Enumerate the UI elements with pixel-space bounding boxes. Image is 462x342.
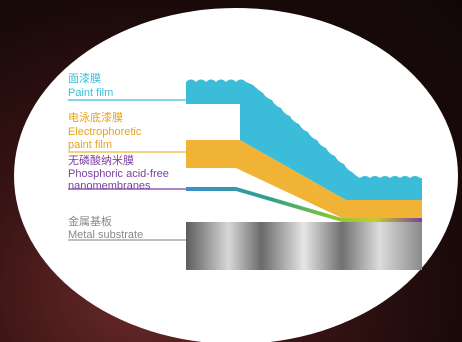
electrophoretic-label-en-line2: paint film xyxy=(68,139,112,151)
electrophoretic-label-en-line1: Electrophoretic xyxy=(68,126,142,138)
electrophoretic-label-cn: 电泳底漆膜 xyxy=(68,110,123,124)
metal-substrate-label-en: Metal substrate xyxy=(68,229,143,241)
electrophoretic-paint-layer xyxy=(186,140,422,218)
paint-film-label-cn: 面漆膜 xyxy=(68,72,101,85)
paint-film-label-en: Paint film xyxy=(68,87,113,99)
metal-substrate-layer xyxy=(186,222,422,270)
nano-membrane-layer xyxy=(186,187,422,222)
nano-membrane-label-cn: 无磷酸纳米膜 xyxy=(68,153,134,167)
nano-membrane-label-en-line1: Phosphoric acid-free xyxy=(68,168,169,180)
paint-film-left-block xyxy=(186,82,240,104)
paint-film-layer xyxy=(186,79,422,200)
nano-membrane-label-en-line2: nanomembranes xyxy=(68,180,151,192)
metal-substrate-label-cn: 金属基板 xyxy=(68,214,112,228)
